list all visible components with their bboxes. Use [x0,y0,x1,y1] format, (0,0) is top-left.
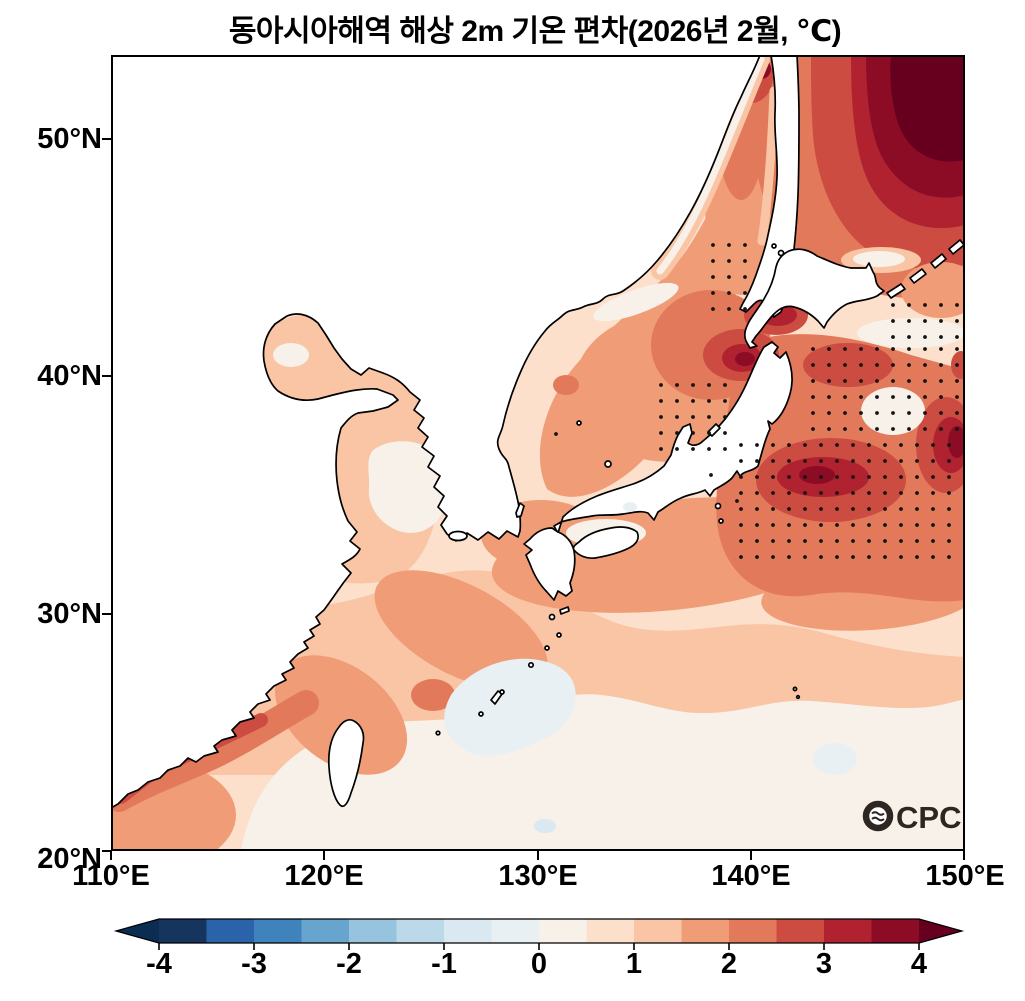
colorbar-ticks [158,943,920,950]
seto-negative-patch [623,502,637,512]
x-axis-tick [537,851,539,860]
colorbar [113,918,965,950]
y-tick-label-40n: 40°N [37,360,102,392]
colorbar-tick-label: -3 [241,948,267,980]
land-sakhalin [739,55,800,318]
x-tick-label-140e: 140°E [711,860,791,892]
land-kyushu [523,527,576,601]
x-axis-tick [323,851,325,860]
colorbar-tick-label: -1 [431,948,457,980]
x-axis-tick [110,851,112,860]
ocpc-logo: CPC [862,800,961,835]
land-hokkaido [743,248,885,349]
colorbar-tick-label: -4 [146,948,172,980]
colorbar-tick-label: 2 [720,948,738,980]
x-tick-label-150e: 150°E [925,860,1005,892]
land-taiwan [327,718,365,808]
small-islands [435,243,801,736]
y-axis-tick [102,613,111,615]
x-tick-label-120e: 120°E [284,860,364,892]
y-tick-label-50n: 50°N [37,123,102,155]
contour-map: CPC [111,55,965,851]
stipple-dots [554,243,959,559]
land-kuril-islands [886,239,965,299]
colorbar-tick-label: 0 [530,948,548,980]
ocpc-logo-text: CPC [896,800,961,835]
y-axis-tick [102,138,111,140]
y-axis-tick [102,375,111,377]
colorbar-tick-label: 4 [910,948,928,980]
x-axis-tick [963,851,965,860]
coastlines-land [111,55,965,809]
y-tick-label-20n: 20°N [37,843,102,875]
page-title: 동아시아해역 해상 2m 기온 편차(2026년 2월, ℃) [228,15,842,48]
y-tick-label-30n: 30°N [37,598,102,630]
x-tick-label-110e: 110°E [72,860,150,892]
y-axis-tick [102,850,111,852]
land-asia-mainland [111,55,761,809]
x-axis-tick [750,851,752,860]
ocpc-wave-o-icon [862,800,894,832]
land-honshu [553,341,793,534]
x-tick-label-130e: 130°E [498,860,578,892]
colorbar-segments [116,919,962,943]
colorbar-tick-label: 3 [815,948,833,980]
map-frame [111,55,965,851]
colorbar-tick-label: -2 [336,948,362,980]
colorbar-tick-label: 1 [625,948,643,980]
